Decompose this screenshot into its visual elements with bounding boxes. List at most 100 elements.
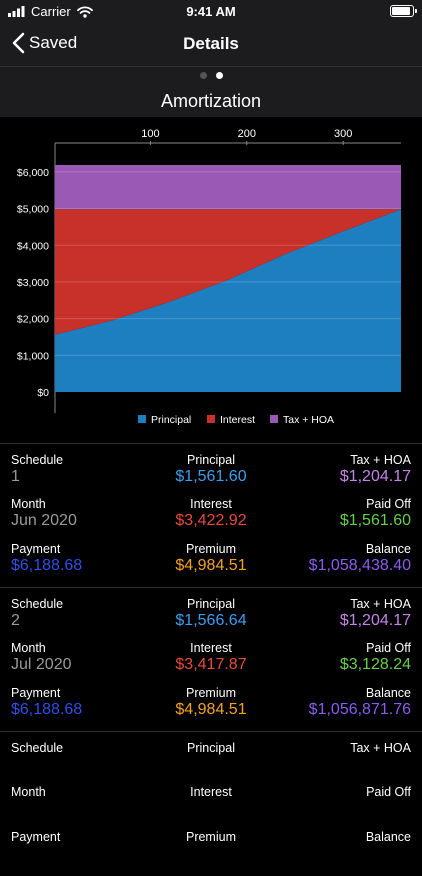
balance-cell: Balance [211, 830, 411, 845]
principal-cell: Principal $1,566.64 [111, 597, 311, 630]
schedule-row[interactable]: Schedule Principal Tax + HOA Month Interest P… [0, 731, 422, 876]
series-area-interest [55, 209, 401, 335]
series-area-tax-hoa [55, 165, 401, 210]
signal-icon [8, 6, 25, 17]
interest-value: $3,422.92 [175, 512, 247, 529]
x-tick-label: 100 [141, 128, 159, 140]
page-dot-1[interactable] [199, 72, 207, 79]
principal-label: Principal [187, 453, 235, 467]
paid-off-label: Paid Off [366, 497, 411, 511]
schedule-value: 1 [11, 468, 20, 485]
payment-label: Payment [11, 542, 61, 556]
y-tick-label: $2,000 [17, 314, 49, 326]
x-tick-label: 200 [238, 128, 256, 140]
tax-hoa-cell: Tax + HOA [211, 741, 411, 756]
paid-off-value: $3,128.24 [339, 656, 411, 673]
battery-icon [390, 5, 417, 17]
paid-off-label: Paid Off [366, 785, 411, 799]
back-button[interactable]: Saved [12, 32, 77, 54]
legend-swatch [270, 415, 278, 423]
payment-value: $6,188.68 [11, 557, 83, 574]
month-cell: Month Jul 2020 [11, 641, 211, 674]
tax-hoa-label: Tax + HOA [350, 741, 411, 755]
page-header: Amortization [0, 67, 422, 117]
legend-label: Principal [151, 414, 191, 426]
schedule-label: Schedule [11, 597, 64, 611]
payment-value: $6,188.68 [11, 701, 83, 718]
balance-value: $1,058,438.40 [308, 557, 411, 574]
carrier-name: Carrier [31, 4, 71, 19]
legend-label: Interest [220, 414, 255, 426]
legend-swatch [207, 415, 215, 423]
balance-label: Balance [365, 686, 411, 700]
carrier-signal: Carrier [8, 4, 99, 19]
payment-label: Payment [11, 686, 61, 700]
payment-cell: Payment $6,188.68 [11, 542, 211, 575]
paid-off-cell: Paid Off $1,561.60 [211, 497, 411, 530]
balance-value: $1,056,871.76 [308, 701, 411, 718]
interest-label: Interest [190, 497, 232, 511]
y-tick-label: $4,000 [17, 240, 49, 252]
premium-cell: Premium $4,984.51 [111, 686, 311, 719]
paid-off-cell: Paid Off $3,128.24 [211, 641, 411, 674]
y-tick-label: $6,000 [17, 167, 49, 179]
schedule-row[interactable]: Schedule 1 Principal $1,561.60 Tax + HOA $1,2… [0, 443, 422, 588]
y-tick-label: $1,000 [17, 350, 49, 362]
schedule-label: Schedule [11, 453, 64, 467]
month-label: Month [11, 641, 46, 655]
page-control[interactable] [0, 72, 422, 79]
schedule-cell: Schedule 2 [11, 597, 211, 630]
tax-hoa-label: Tax + HOA [350, 597, 411, 611]
schedule-value: 2 [11, 612, 20, 629]
tax-hoa-value: $1,204.17 [339, 468, 411, 485]
schedule-row[interactable]: Schedule 2 Principal $1,566.64 Tax + HOA $1,2… [0, 587, 422, 732]
payment-cell: Payment $6,188.68 [11, 686, 211, 719]
amortization-chart-svg: 100 200 300 $0 $1,000 $2,000 $3,000 $4,000 $5,00… [17, 128, 401, 426]
balance-label: Balance [365, 830, 411, 844]
legend-swatch [138, 415, 146, 423]
amortization-chart: 100 200 300 $0 $1,000 $2,000 $3,000 $4,000 $5,00… [0, 117, 422, 443]
paid-off-label: Paid Off [366, 641, 411, 655]
page-dot-2[interactable] [215, 72, 223, 79]
series-area-principal [55, 209, 401, 392]
balance-label: Balance [365, 542, 411, 556]
chart-title: Amortization [160, 91, 262, 111]
principal-label: Principal [187, 597, 235, 611]
y-tick-label: $0 [37, 387, 49, 399]
premium-label: Premium [185, 686, 236, 700]
month-value: Jul 2020 [11, 656, 72, 673]
interest-value: $3,417.87 [175, 656, 247, 673]
balance-cell: Balance $1,058,438.40 [211, 542, 411, 575]
month-label: Month [11, 497, 46, 511]
paid-off-cell: Paid Off [211, 785, 411, 800]
y-tick-label: $5,000 [17, 204, 49, 216]
principal-value: $1,561.60 [175, 468, 247, 485]
interest-cell: Interest $3,422.92 [111, 497, 311, 530]
balance-cell: Balance $1,056,871.76 [211, 686, 411, 719]
premium-cell: Premium $4,984.51 [111, 542, 311, 575]
principal-value: $1,566.64 [175, 612, 247, 629]
principal-cell: Principal $1,561.60 [111, 453, 311, 486]
tax-hoa-cell: Tax + HOA $1,204.17 [211, 597, 411, 630]
premium-value: $4,984.51 [175, 557, 247, 574]
interest-cell: Interest $3,417.87 [111, 641, 311, 674]
y-tick-label: $3,000 [17, 277, 49, 289]
paid-off-value: $1,561.60 [339, 512, 411, 529]
chevron-left-icon [12, 32, 25, 54]
status-bar: Carrier 9:41 AM [0, 0, 422, 24]
interest-label: Interest [190, 641, 232, 655]
schedule-cell: Schedule 1 [11, 453, 211, 486]
back-label: Saved [29, 33, 78, 52]
wifi-icon [76, 5, 93, 18]
tax-hoa-label: Tax + HOA [350, 453, 411, 467]
tax-hoa-cell: Tax + HOA $1,204.17 [211, 453, 411, 486]
tax-hoa-value: $1,204.17 [339, 612, 411, 629]
navigation-bar: Saved Details [0, 24, 422, 67]
month-value: Jun 2020 [11, 512, 77, 529]
premium-label: Premium [185, 542, 236, 556]
month-cell: Month Jun 2020 [11, 497, 211, 530]
premium-value: $4,984.51 [175, 701, 247, 718]
clock: 9:41 AM [186, 4, 236, 19]
legend-label: Tax + HOA [283, 414, 334, 426]
x-tick-label: 300 [334, 128, 352, 140]
